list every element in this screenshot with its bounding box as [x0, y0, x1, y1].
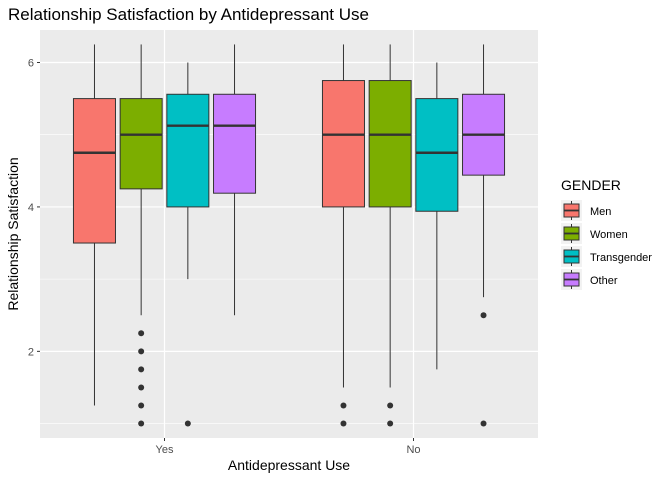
box-iqr — [415, 98, 459, 212]
outlier-point — [387, 420, 394, 427]
box-iqr — [72, 98, 116, 244]
outlier-point — [138, 330, 145, 337]
legend-label: Women — [590, 229, 628, 241]
outlier-point — [184, 420, 191, 427]
outlier-point — [480, 312, 487, 319]
outlier-point — [138, 402, 145, 409]
chart-title: Relationship Satisfaction by Antidepress… — [8, 5, 369, 24]
legend-item-other: Other — [561, 269, 618, 290]
outlier-point — [138, 366, 145, 373]
y-axis-label: Relationship Satisfaction — [5, 157, 21, 310]
legend-label: Other — [590, 275, 618, 287]
legend: GENDER Men Women Transgender Other — [561, 177, 652, 290]
y-tick-label: 2 — [28, 346, 34, 358]
outlier-point — [387, 402, 394, 409]
legend-title: GENDER — [561, 177, 621, 193]
box-iqr — [368, 80, 412, 208]
outlier-point — [138, 384, 145, 391]
box-transgender-yes — [166, 62, 210, 427]
legend-label: Men — [590, 206, 611, 218]
x-axis-label: Antidepressant Use — [228, 457, 350, 473]
y-tick-label: 4 — [28, 202, 34, 214]
box-women-no — [368, 44, 412, 427]
outlier-point — [138, 420, 145, 427]
outlier-point — [340, 402, 347, 409]
axis-layer: 2 4 6 Yes No — [28, 57, 421, 456]
legend-item-women: Women — [561, 223, 628, 244]
box-other-yes — [213, 44, 257, 316]
legend-item-men: Men — [561, 200, 611, 221]
box-iqr — [321, 80, 365, 208]
box-other-no — [462, 44, 506, 427]
box-iqr — [166, 93, 210, 208]
outlier-point — [480, 420, 487, 427]
grid-lines — [40, 30, 538, 438]
y-tick-label: 6 — [28, 57, 34, 69]
box-women-yes — [119, 44, 163, 427]
box-men-no — [321, 44, 365, 427]
x-tick-label: Yes — [156, 444, 174, 456]
box-layer — [72, 44, 506, 427]
legend-item-transgender: Transgender — [561, 246, 652, 267]
outlier-point — [340, 420, 347, 427]
box-iqr — [213, 93, 257, 194]
legend-label: Transgender — [590, 252, 652, 264]
box-iqr — [119, 98, 163, 190]
box-transgender-no — [415, 62, 459, 370]
outlier-point — [138, 348, 145, 355]
plot-panel — [40, 30, 538, 438]
x-tick-label: No — [406, 444, 420, 456]
box-men-yes — [72, 44, 116, 406]
